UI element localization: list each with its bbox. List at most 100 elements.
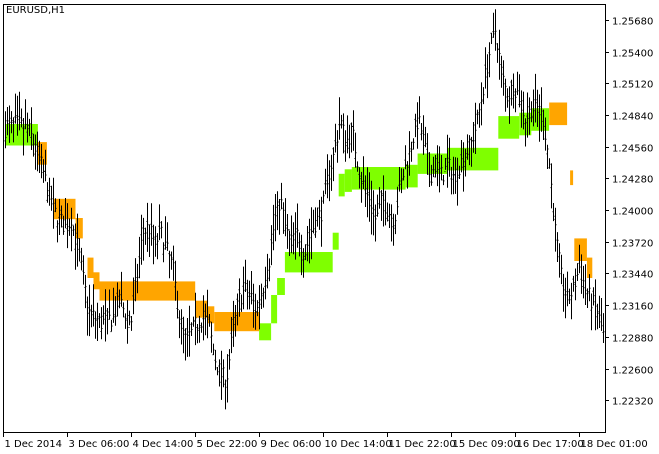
band-segment-0-12 [498,116,520,139]
y-tick-label: 1.25120 [612,80,653,91]
price-bar [160,221,163,239]
price-bar [54,198,57,213]
x-tick-label: 3 Dec 06:00 [69,439,130,450]
price-bar [70,207,73,252]
price-bar [240,294,243,312]
price-bar [436,145,439,187]
price-bar [412,138,415,150]
price-bar [188,305,191,357]
y-tick-label: 1.22320 [612,397,653,408]
price-bar [88,284,91,337]
price-bar [104,289,107,342]
price-bar [476,109,479,125]
price-bar [486,54,489,99]
y-tick-label: 1.24560 [612,144,653,155]
x-tick-label: 15 Dec 09:00 [453,439,520,450]
price-bar [344,130,347,162]
price-bar [324,168,327,195]
price-bar [122,302,125,318]
price-bar [244,259,247,292]
price-bar [378,187,381,209]
price-bar [566,271,569,307]
price-bar [558,243,561,278]
price-bar [234,305,237,337]
price-bar [460,140,463,173]
price-bar [154,226,157,257]
price-bar [502,60,505,96]
band-segment-1-5 [99,281,196,301]
price-bar [292,222,295,255]
price-bar [66,203,69,249]
price-bar [242,266,245,310]
price-bar [594,279,597,331]
price-bar [194,292,197,346]
price-bar [222,359,225,388]
price-bar [36,131,39,172]
price-bar [170,251,173,270]
price-bar [600,298,603,331]
price-bar [82,255,85,285]
price-bar [6,107,9,136]
price-bar [352,110,355,151]
price-bar [390,204,393,242]
price-bar [584,264,587,305]
price-bar [576,263,579,281]
price-bar [424,126,427,148]
price-bar [444,158,447,173]
price-bar [258,285,261,330]
y-tick-label: 1.22600 [612,366,653,377]
price-bar [492,12,495,38]
y-tick-label: 1.25400 [612,49,653,60]
price-bar [336,130,339,163]
price-bar [422,115,425,155]
x-tick-label: 18 Dec 01:00 [581,439,648,450]
price-bar [90,304,93,328]
price-bar [268,258,271,282]
price-bar [284,198,287,237]
price-bar [380,190,383,221]
price-bar [146,202,149,252]
price-bar [546,144,549,169]
plot-frame [3,4,606,433]
price-bar [130,316,133,331]
price-bars [4,9,605,410]
y-tick-label: 1.24000 [612,207,653,218]
price-bar [106,308,109,335]
band-segment-0-5 [332,232,339,250]
price-bar [302,248,305,278]
x-tick-label: 5 Dec 22:00 [197,439,258,450]
price-bar [338,97,341,140]
price-bar [508,86,511,124]
price-bar [472,122,475,153]
price-bar [512,73,515,109]
price-bar [434,154,437,178]
price-bar [456,157,459,206]
price-bar [394,214,397,235]
price-bar [406,161,409,189]
price-bar [354,132,357,168]
price-bar [206,289,209,339]
band-segment-1-6 [195,300,208,318]
price-bar [30,107,33,150]
price-bar [322,190,325,204]
price-bar [538,94,541,142]
price-bar [120,271,123,307]
price-bar [78,238,81,262]
price-bar [52,177,55,229]
price-bar [96,302,99,341]
price-bar [592,287,595,306]
price-bar [22,118,25,156]
y-tick-label: 1.23160 [612,302,653,313]
price-bar [76,213,79,267]
y-tick-label: 1.22880 [612,334,653,345]
price-bar [60,205,63,228]
band-segment-0-6 [338,173,345,197]
price-bar [572,275,575,292]
price-bar [430,164,433,186]
price-bar [118,289,121,309]
price-bar [124,313,127,329]
price-bar [522,91,525,130]
price-bar [178,310,181,339]
price-bar [212,343,215,356]
